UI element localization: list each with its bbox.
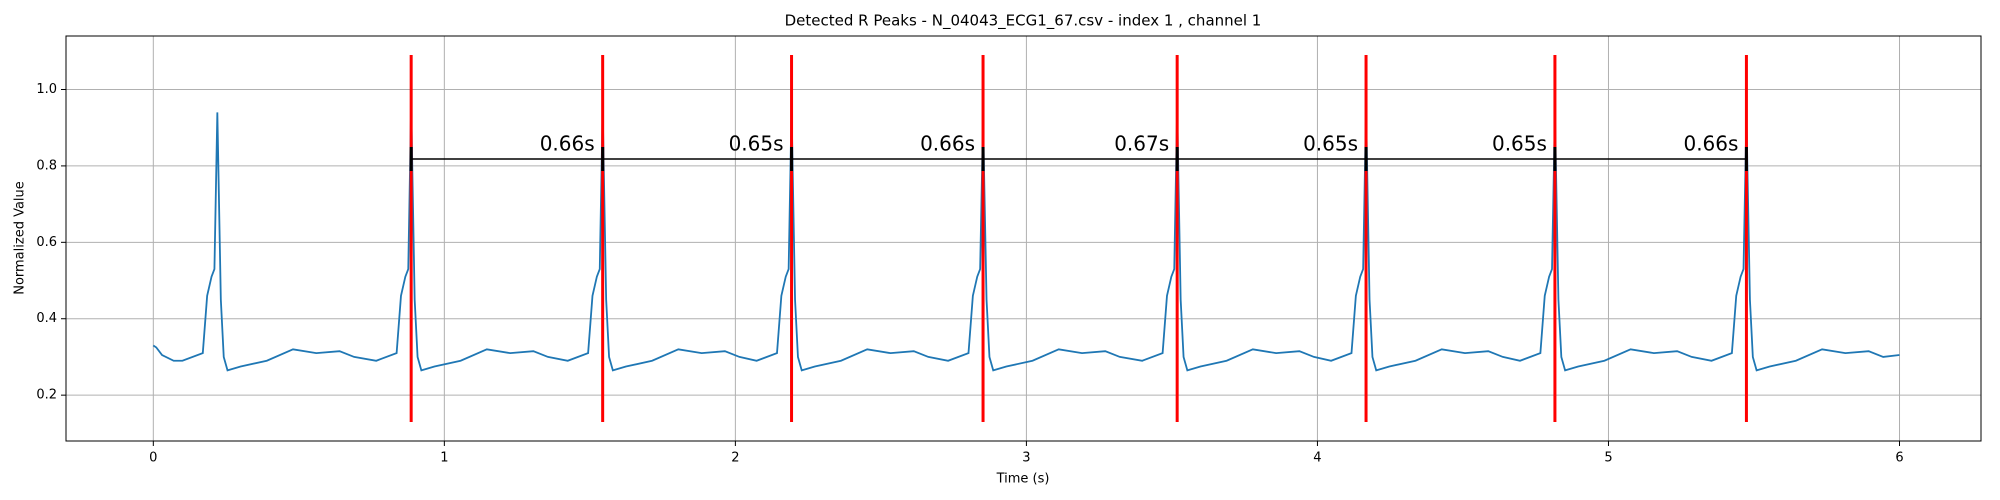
interval-label: 0.66s bbox=[1683, 132, 1738, 156]
interval-label: 0.67s bbox=[1114, 132, 1169, 156]
plot-frame bbox=[65, 35, 1982, 442]
x-tick-label: 4 bbox=[1313, 451, 1321, 466]
y-tick-label: 0.8 bbox=[36, 158, 57, 173]
interval-label: 0.65s bbox=[1303, 132, 1358, 156]
interval-label: 0.66s bbox=[540, 132, 595, 156]
x-tick-label: 1 bbox=[440, 451, 448, 466]
y-tick-label: 0.6 bbox=[36, 235, 57, 250]
x-tick-label: 0 bbox=[149, 451, 157, 466]
x-tick-label: 6 bbox=[1895, 451, 1903, 466]
y-tick-label: 0.4 bbox=[36, 311, 57, 326]
y-axis-label: Normalized Value bbox=[13, 181, 28, 295]
interval-label: 0.65s bbox=[729, 132, 784, 156]
chart-title: Detected R Peaks - N_04043_ECG1_67.csv -… bbox=[785, 12, 1262, 31]
interval-label: 0.65s bbox=[1492, 132, 1547, 156]
ecg-line bbox=[152, 104, 1900, 372]
x-tick-label: 5 bbox=[1604, 451, 1612, 466]
y-tick-label: 0.2 bbox=[36, 388, 57, 403]
y-tick-label: 1.0 bbox=[36, 82, 57, 97]
x-tick-label: 3 bbox=[1022, 451, 1030, 466]
x-tick-label: 2 bbox=[731, 451, 739, 466]
x-axis-label: Time (s) bbox=[996, 472, 1050, 487]
interval-label: 0.66s bbox=[920, 132, 975, 156]
